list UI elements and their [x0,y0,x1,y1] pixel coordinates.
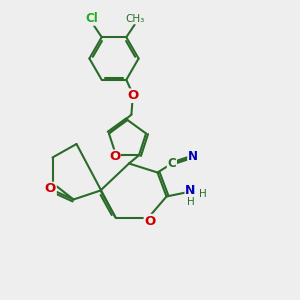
Text: N: N [188,150,198,163]
Text: O: O [128,89,139,102]
Text: H: H [187,197,194,207]
Text: C: C [167,157,176,170]
Text: O: O [109,150,120,163]
Text: O: O [144,214,156,228]
Text: Cl: Cl [85,12,98,25]
Text: CH₃: CH₃ [126,14,145,24]
Text: N: N [185,184,196,197]
Text: H: H [199,189,207,200]
Text: O: O [45,182,56,196]
